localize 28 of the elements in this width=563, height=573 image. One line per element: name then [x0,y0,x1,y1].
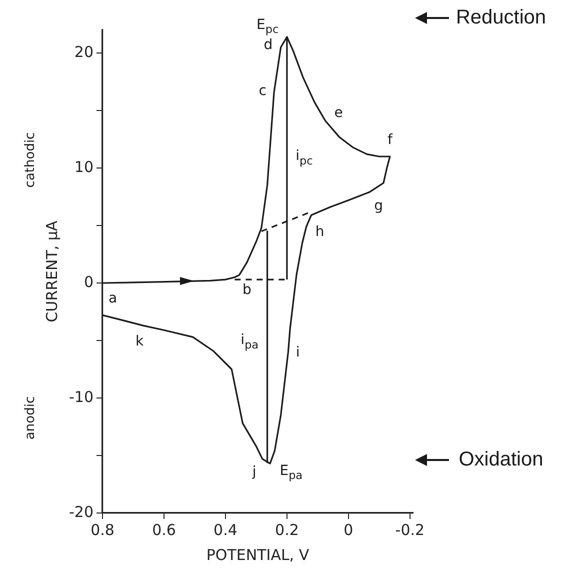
text: anodic [22,396,38,440]
x-tick-label: 0.6 [152,520,176,539]
text: Reduction [456,6,546,29]
annotation: h [315,224,324,240]
x-tick-label: 0 [344,520,354,539]
y-tick-label: -20 [69,502,94,521]
annotation: e [334,104,343,121]
x-tick-label: 0.8 [90,520,114,539]
annotation: k [135,333,144,350]
x-tick-label: 0.4 [214,520,238,539]
y-tick-label: 0 [84,272,94,291]
y-tick-label: 10 [74,158,94,176]
x-tick-label: 0.2 [275,520,299,539]
annotation: b [242,282,252,298]
y-tick-label: 20 [74,42,94,61]
y-tick-label: -10 [69,388,94,406]
annotation: a [108,290,118,307]
annotation: d [264,36,273,53]
text: cathodic [22,132,38,188]
text: Oxidation [458,448,544,471]
x-tick-label: -0.2 [395,520,425,539]
y-axis-title: CURRENT, µA [42,220,61,322]
x-axis-title: POTENTIAL, V [206,546,310,564]
annotation: j [251,464,256,480]
annotation: g [374,198,384,214]
annotation: i [296,344,300,360]
annotation: f [387,132,394,148]
annotation: c [258,82,266,99]
